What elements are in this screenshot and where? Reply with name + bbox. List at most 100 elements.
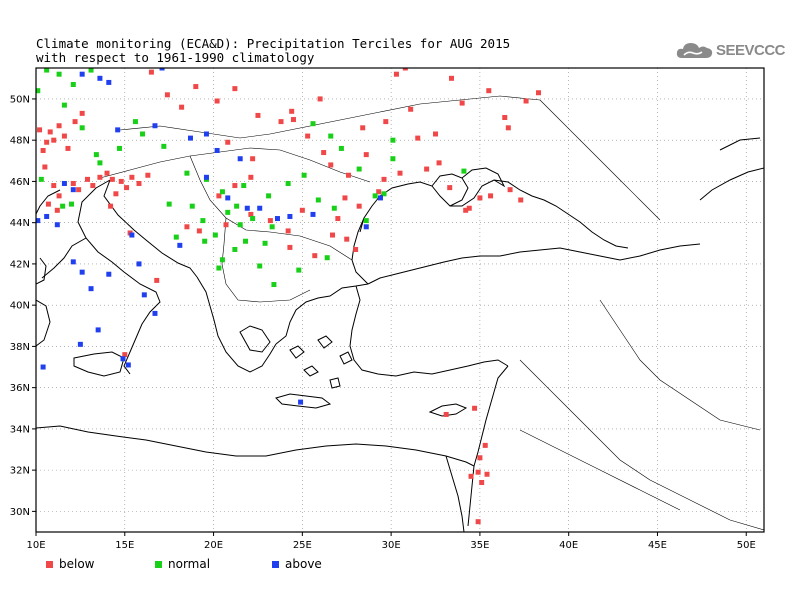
station-below [447,185,453,191]
station-above [125,362,131,368]
station-normal [97,160,103,166]
station-below [443,411,449,417]
y-tick-label: 36N [10,383,30,394]
map-title: Climate monitoring (ECA&D): Precipitatio… [36,37,510,65]
station-below [225,139,231,145]
station-normal [36,88,41,94]
station-below [317,96,323,102]
station-above [136,261,142,267]
station-below [108,203,114,209]
station-normal [271,282,277,288]
station-below [475,519,481,525]
station-below [472,405,478,411]
station-below [145,172,151,178]
seevccc-logo: SEEVCCC [676,40,786,60]
station-below [346,172,352,178]
station-below [466,205,472,211]
station-below [312,253,318,259]
x-tick-label: 20E [204,540,223,551]
station-normal [338,145,344,151]
station-normal [331,205,337,211]
legend-above-label: above [285,557,322,571]
title-line-2: with respect to 1961-1990 climatology [36,50,315,65]
station-normal [61,102,67,108]
station-below [54,207,60,213]
station-below [356,203,362,209]
station-above [177,242,183,248]
station-above [36,218,41,224]
y-tick-label: 46N [10,177,30,188]
y-tick-label: 30N [10,507,30,518]
station-below [118,178,124,184]
x-tick-label: 50E [737,540,756,551]
station-normal [173,234,179,240]
station-below [505,125,511,131]
station-above [95,327,101,333]
station-above [88,286,94,292]
station-above [237,156,243,162]
station-below [255,112,261,118]
legend-below: below [46,557,95,571]
station-below [353,246,359,252]
station-below [56,123,62,129]
station-below [486,88,492,94]
station-below [104,170,110,176]
station-below [248,174,254,180]
station-below [61,133,67,139]
legend-normal-label: normal [168,557,211,571]
station-above [274,216,280,222]
station-normal [44,68,50,73]
station-above [287,213,293,219]
station-normal [225,209,231,215]
station-below [335,216,341,222]
legend-normal: normal [155,557,210,571]
station-below [408,106,414,112]
station-below [433,131,439,137]
station-below [90,183,96,189]
station-below [535,90,541,96]
station-normal [184,170,190,176]
station-above [115,127,121,133]
station-below [363,152,369,158]
station-below [475,469,481,475]
station-normal [310,121,316,127]
station-normal [219,189,225,195]
station-below [47,129,53,135]
station-below [484,471,490,477]
legend-above: above [272,557,322,571]
legend-below-swatch [46,560,53,568]
station-below [344,236,350,242]
station-below [70,180,76,186]
station-below [42,164,48,170]
station-normal [140,131,146,137]
station-below [79,110,85,116]
station-below [289,108,295,114]
station-above [152,310,158,316]
station-below [97,174,103,180]
station-normal [200,218,206,224]
station-below [518,197,524,203]
station-normal [219,257,225,263]
station-below [154,277,160,283]
y-tick-label: 48N [10,136,30,147]
x-tick-label: 40E [559,540,578,551]
station-above [106,271,112,277]
station-normal [93,152,99,158]
station-normal [237,222,243,228]
station-above [244,205,250,211]
station-below [148,69,154,75]
x-tick-label: 15E [115,540,134,551]
station-normal [296,267,302,273]
station-below [479,480,485,486]
station-below [459,100,465,106]
station-above [106,79,112,85]
station-below [502,114,508,120]
station-above [225,195,231,201]
station-below [468,473,474,479]
station-normal [189,203,195,209]
station-below [321,150,327,156]
station-normal [381,191,387,197]
station-below [381,176,387,182]
station-below [383,119,389,125]
station-below [44,139,50,145]
